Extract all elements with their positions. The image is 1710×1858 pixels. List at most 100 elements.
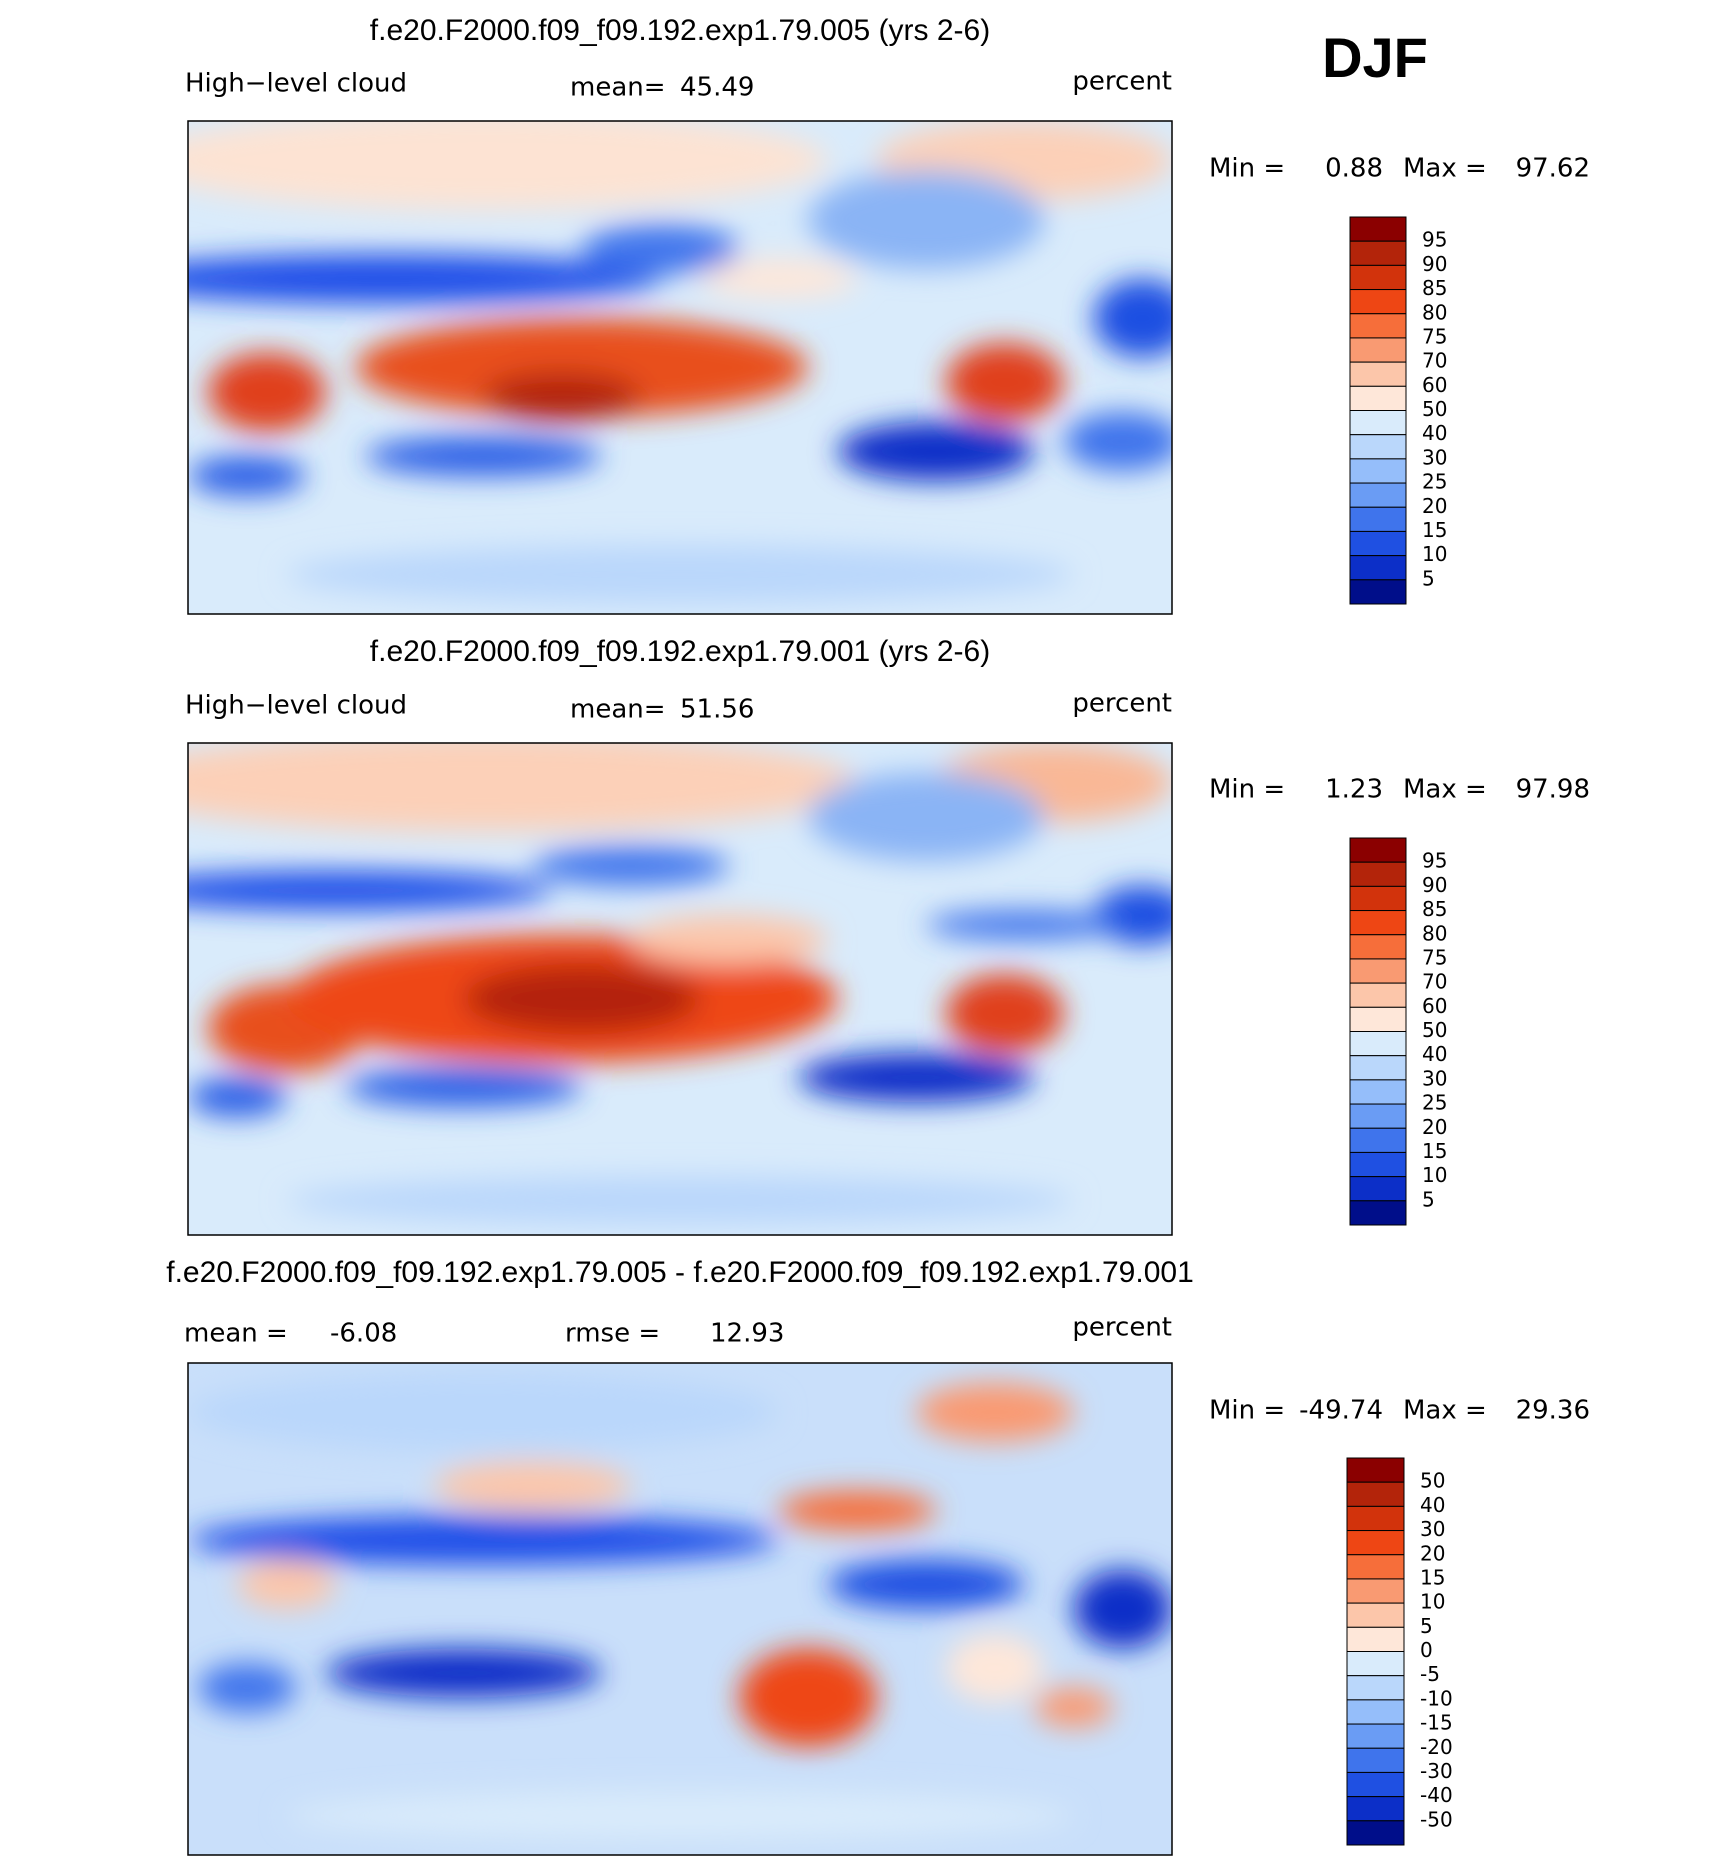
field-blob: [916, 1382, 1074, 1442]
colorbar-band: [1349, 555, 1407, 581]
colorbar-label: -20: [1420, 1735, 1453, 1759]
field-blob: [197, 1663, 297, 1713]
field-blob: [827, 1559, 1025, 1609]
field-blob: [207, 352, 326, 432]
stat-value: 51.56: [680, 695, 754, 725]
colorbar-band: [1349, 337, 1407, 363]
field-blob: [1063, 411, 1172, 472]
field-blob: [355, 318, 808, 417]
variable-label: High−level cloud: [185, 691, 407, 721]
colorbar-band: [1349, 313, 1407, 339]
colorbar-band: [1346, 1723, 1405, 1749]
field-blob: [699, 259, 858, 299]
field-blob: [188, 1515, 779, 1565]
colorbar-label: -15: [1420, 1711, 1453, 1735]
colorbar-label: 50: [1422, 1018, 1447, 1042]
map-frame: [187, 1362, 1173, 1856]
colorbar-band: [1349, 434, 1407, 460]
colorbar-band: [1349, 361, 1407, 387]
field-blob: [945, 342, 1064, 422]
field-blob: [945, 1633, 1045, 1703]
colorbar-band: [1346, 1820, 1405, 1846]
colorbar-label: 20: [1422, 1115, 1447, 1139]
field-blob: [286, 1791, 1074, 1841]
field-blob: [1034, 1687, 1113, 1728]
field-blob: [945, 974, 1064, 1053]
field-blob: [365, 436, 602, 476]
max-label: Max =: [1403, 775, 1487, 805]
colorbar-band: [1346, 1554, 1405, 1580]
colorbar-band: [1346, 1675, 1405, 1701]
map-frame: [187, 120, 1173, 615]
stat-label: mean=: [570, 73, 666, 103]
colorbar-label: 50: [1422, 397, 1447, 421]
field-blob: [798, 1052, 1035, 1103]
colorbar-label: 95: [1422, 228, 1447, 252]
colorbar-band: [1349, 482, 1407, 508]
colorbar-band: [1349, 385, 1407, 411]
colorbar-band: [1346, 1481, 1405, 1507]
colorbar-label: 10: [1420, 1590, 1445, 1614]
map-frame: [187, 742, 1173, 1236]
colorbar-label: 60: [1422, 373, 1447, 397]
field-blob: [807, 170, 1045, 269]
colorbar-label: -5: [1420, 1662, 1440, 1686]
colorbar-label: 25: [1422, 470, 1447, 494]
field-blob: [1093, 885, 1172, 945]
colorbar-label: 85: [1422, 897, 1447, 921]
stat-value: 12.93: [710, 1319, 784, 1349]
colorbar-label: 85: [1422, 276, 1447, 300]
field-blob: [188, 254, 661, 304]
variable-label: High−level cloud: [185, 69, 407, 99]
min-value: 1.23: [1325, 775, 1383, 805]
colorbar-band: [1349, 1079, 1407, 1105]
field-blob: [188, 456, 307, 496]
units-label: percent: [1072, 689, 1172, 719]
map-field: [188, 743, 1172, 1235]
max-label: Max =: [1403, 154, 1487, 184]
max-value: 29.36: [1516, 1396, 1590, 1426]
panel-title: f.e20.F2000.f09_f09.192.exp1.79.001 (yrs…: [370, 635, 990, 668]
units-label: percent: [1072, 67, 1172, 97]
colorbar-label: 20: [1420, 1541, 1445, 1565]
colorbar-band: [1349, 1006, 1407, 1032]
colorbar-band: [1349, 1200, 1407, 1226]
field-blob: [1073, 1569, 1172, 1649]
field-blob: [581, 224, 740, 274]
colorbar-band: [1349, 1103, 1407, 1129]
max-value: 97.62: [1516, 154, 1590, 184]
colorbar-band: [1346, 1771, 1405, 1798]
stat-value: 45.49: [680, 73, 754, 103]
field-blob: [325, 1648, 602, 1698]
field-blob: [807, 772, 1045, 862]
colorbar-label: 30: [1420, 1517, 1445, 1541]
season-label: DJF: [1322, 26, 1428, 89]
colorbar-band: [1349, 410, 1407, 436]
colorbar-band: [1349, 289, 1407, 315]
colorbar-label: 70: [1422, 970, 1447, 994]
colorbar-label: 15: [1420, 1565, 1445, 1589]
field-blob: [286, 544, 1074, 605]
field-blob: [739, 1648, 877, 1747]
stat-label: mean =: [184, 1319, 288, 1349]
colorbar-band: [1349, 982, 1407, 1008]
colorbar-label: 60: [1422, 994, 1447, 1018]
field-blob: [463, 964, 700, 1034]
colorbar-label: 90: [1422, 252, 1447, 276]
colorbar-band: [1349, 264, 1407, 291]
min-label: Min =: [1209, 154, 1285, 184]
colorbar-band: [1349, 1151, 1407, 1178]
colorbar-label: 80: [1422, 921, 1447, 945]
colorbar-label: 70: [1422, 349, 1447, 373]
units-label: percent: [1072, 1313, 1172, 1343]
map-field: [188, 121, 1172, 614]
field-blob: [188, 1077, 287, 1117]
colorbar-label: 80: [1422, 300, 1447, 324]
colorbar-band: [1349, 240, 1407, 266]
colorbar-label: 5: [1422, 566, 1435, 590]
colorbar-label: -10: [1420, 1686, 1453, 1710]
colorbar-band: [1346, 1747, 1405, 1773]
min-label: Min =: [1209, 1396, 1285, 1426]
colorbar-band: [1349, 458, 1407, 484]
min-value: -49.74: [1299, 1396, 1383, 1426]
